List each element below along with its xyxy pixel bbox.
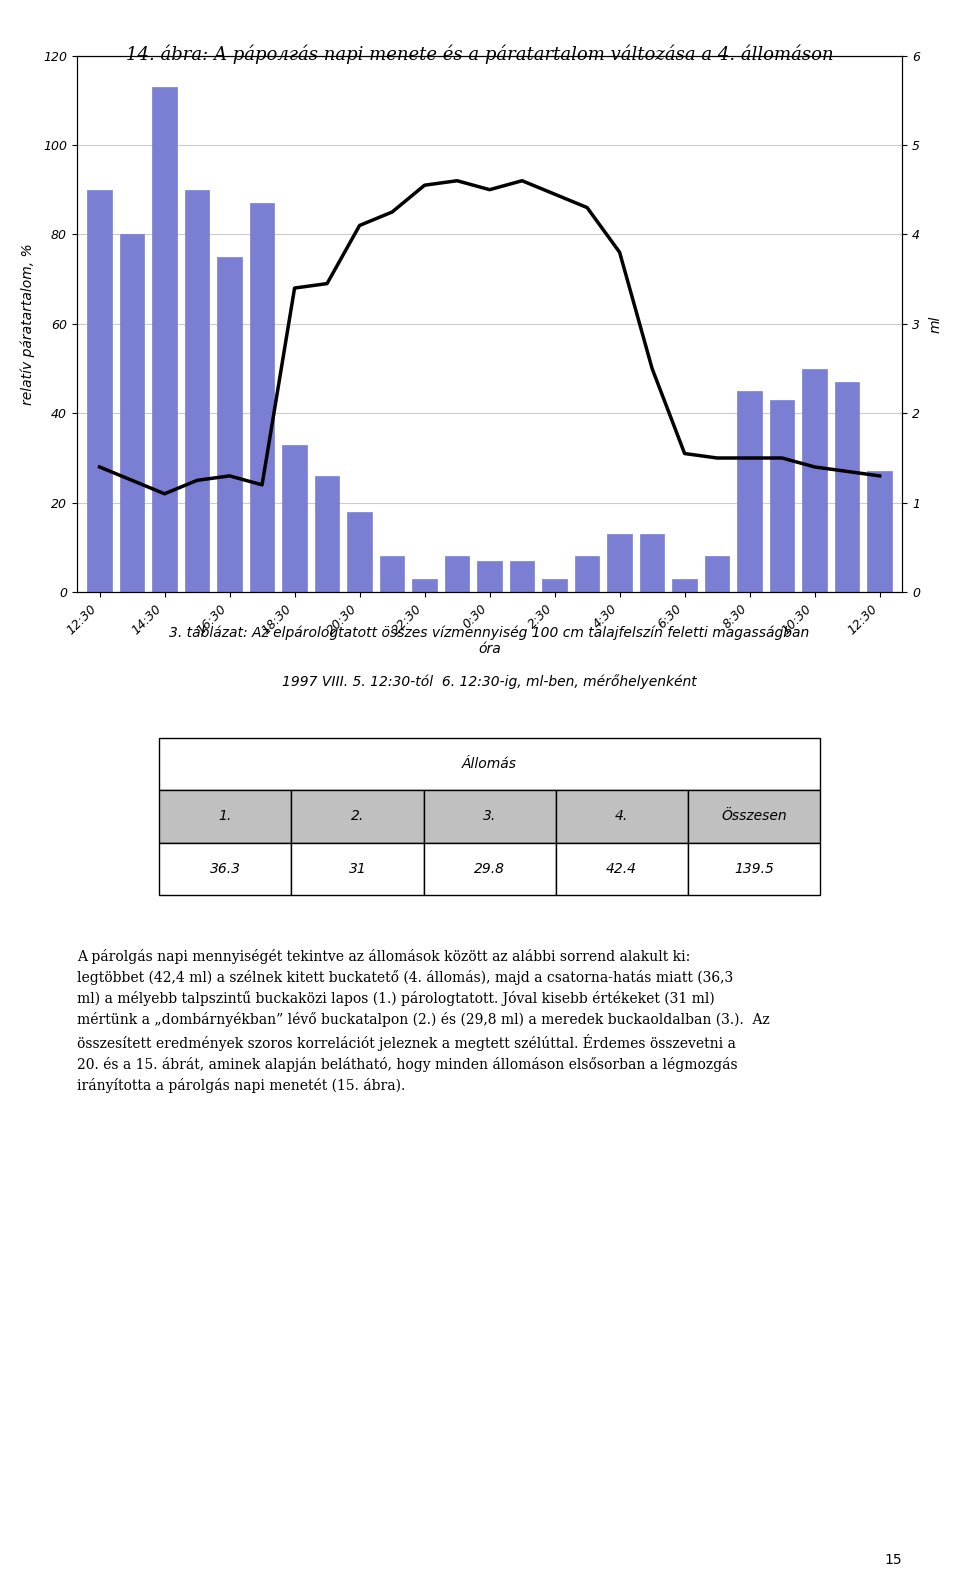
Bar <box>87 190 111 592</box>
Bar <box>510 561 535 592</box>
Bar <box>770 400 794 592</box>
Text: 139.5: 139.5 <box>733 861 774 875</box>
Text: 4.: 4. <box>615 809 629 823</box>
Bar <box>835 382 859 592</box>
Bar <box>868 471 892 592</box>
Bar <box>705 557 730 592</box>
Bar <box>477 561 502 592</box>
Text: 14. ábra: A páролгás napi menete és a páratartalom változása a 4. állomáson: 14. ábra: A páролгás napi menete és a pá… <box>126 44 834 63</box>
Text: Összesen: Összesen <box>721 809 786 823</box>
Bar <box>380 557 404 592</box>
Bar <box>282 444 307 592</box>
Bar <box>803 368 827 592</box>
Text: 3.: 3. <box>483 809 496 823</box>
FancyBboxPatch shape <box>159 790 292 842</box>
Text: 42.4: 42.4 <box>606 861 637 875</box>
FancyBboxPatch shape <box>556 842 687 895</box>
FancyBboxPatch shape <box>292 842 423 895</box>
Legend: piche 100 cm, PEN  20 cm: piche 100 cm, PEN 20 cm <box>324 785 656 810</box>
Y-axis label: relatív páratartalom, %: relatív páratartalom, % <box>20 243 35 404</box>
Y-axis label: ml: ml <box>928 316 943 333</box>
Text: 31: 31 <box>348 861 367 875</box>
Bar <box>348 512 372 592</box>
Text: 1997 VIII. 5. 12:30-tól  6. 12:30-ig, ml-ben, mérőhelyenként: 1997 VIII. 5. 12:30-tól 6. 12:30-ig, ml-… <box>282 674 697 690</box>
Bar <box>608 534 632 592</box>
Bar <box>315 476 339 592</box>
Text: 15: 15 <box>885 1553 902 1567</box>
Text: A párolgás napi mennyiségét tekintve az állomások között az alábbi sorrend alaku: A párolgás napi mennyiségét tekintve az … <box>77 950 770 1093</box>
Text: Állomás: Állomás <box>462 757 517 771</box>
FancyBboxPatch shape <box>423 842 556 895</box>
FancyBboxPatch shape <box>159 842 292 895</box>
Bar <box>542 579 566 592</box>
Text: PEN 100 cm: PEN 100 cm <box>452 776 527 790</box>
Bar <box>640 534 664 592</box>
Bar <box>413 579 437 592</box>
Text: 29.8: 29.8 <box>474 861 505 875</box>
FancyBboxPatch shape <box>687 790 820 842</box>
FancyBboxPatch shape <box>556 790 687 842</box>
Bar <box>672 579 697 592</box>
Text: 36.3: 36.3 <box>210 861 241 875</box>
FancyBboxPatch shape <box>687 842 820 895</box>
Bar <box>217 257 242 592</box>
Bar <box>185 190 209 592</box>
Bar <box>737 390 762 592</box>
Text: 2.: 2. <box>350 809 364 823</box>
X-axis label: óra: óra <box>478 642 501 657</box>
Bar <box>120 235 144 592</box>
Text: 3. táblázat: Az elpárologtatott összes vízmennyiség 100 cm talajfelszín feletti : 3. táblázat: Az elpárologtatott összes v… <box>170 625 809 639</box>
FancyBboxPatch shape <box>423 790 556 842</box>
FancyBboxPatch shape <box>159 737 820 790</box>
Text: 1.: 1. <box>219 809 232 823</box>
Bar <box>250 203 275 592</box>
Bar <box>153 87 177 592</box>
Bar <box>444 557 469 592</box>
Bar <box>575 557 599 592</box>
FancyBboxPatch shape <box>292 790 423 842</box>
